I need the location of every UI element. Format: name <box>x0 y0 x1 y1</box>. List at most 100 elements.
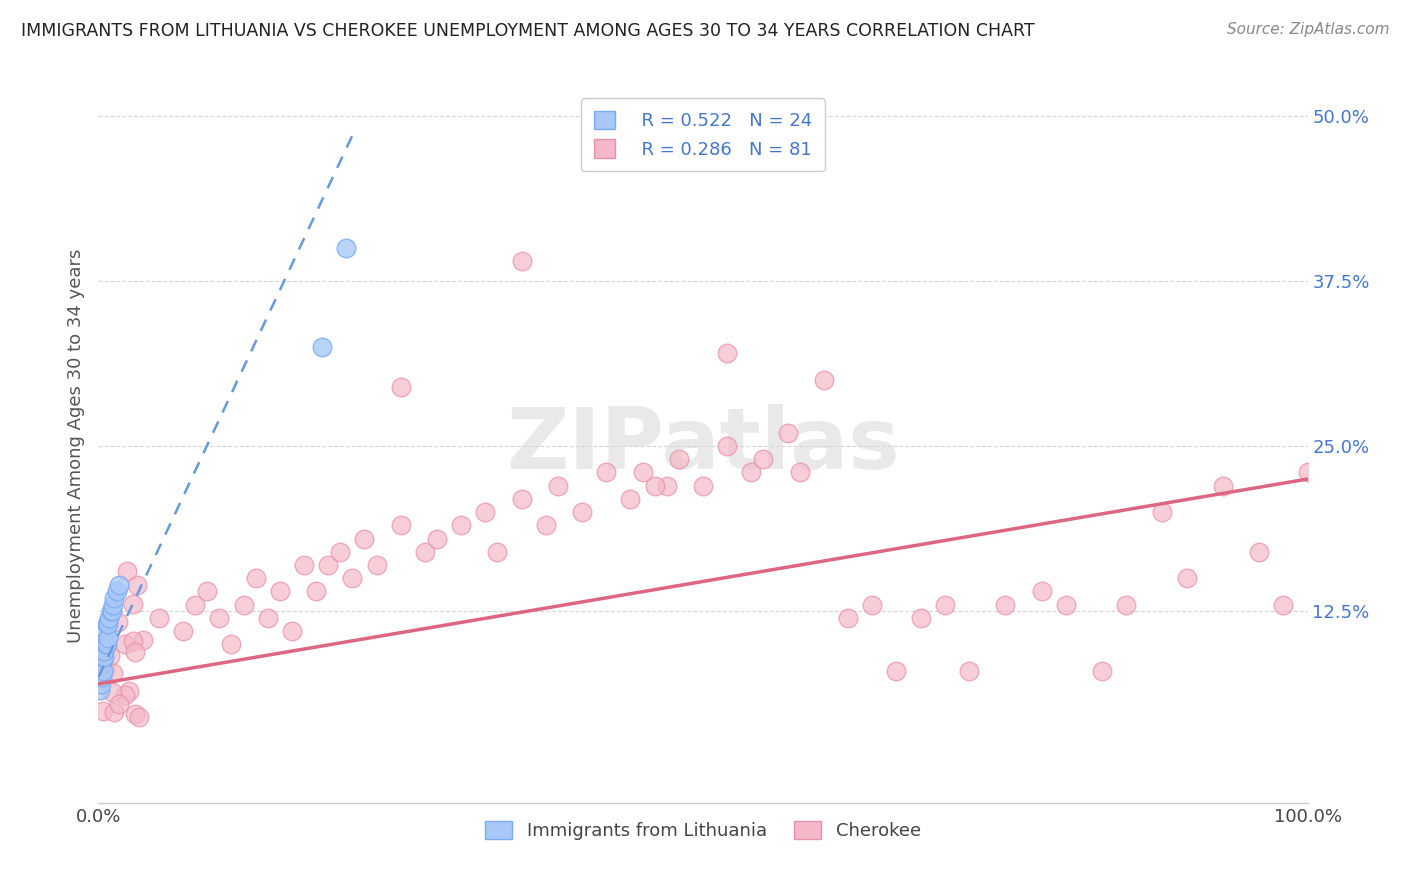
Point <box>994 598 1017 612</box>
Point <box>91 704 114 718</box>
Point <box>1115 598 1137 612</box>
Text: IMMIGRANTS FROM LITHUANIA VS CHEROKEE UNEMPLOYMENT AMONG AGES 30 TO 34 YEARS COR: IMMIGRANTS FROM LITHUANIA VS CHEROKEE UN… <box>21 22 1035 40</box>
Point <box>342 571 364 585</box>
Point <box>172 624 194 638</box>
Point <box>655 478 678 492</box>
Point <box>1296 466 1319 480</box>
Point <box>101 665 124 680</box>
Point <box>837 611 859 625</box>
Point <box>148 611 170 625</box>
Point <box>1031 584 1053 599</box>
Point <box>91 664 114 678</box>
Point <box>716 346 738 360</box>
Point <box>281 624 304 638</box>
Point <box>619 491 641 506</box>
Point <box>91 657 114 671</box>
Point <box>292 558 315 572</box>
Point <box>128 710 150 724</box>
Point <box>100 604 122 618</box>
Point <box>486 545 509 559</box>
Point <box>125 577 148 591</box>
Point <box>114 637 136 651</box>
Point <box>91 670 114 684</box>
Point <box>132 632 155 647</box>
Point <box>93 644 115 658</box>
Point <box>311 340 333 354</box>
Point <box>1272 598 1295 612</box>
Point <box>97 631 120 645</box>
Point <box>108 697 131 711</box>
Text: ZIPatlas: ZIPatlas <box>506 404 900 488</box>
Point <box>103 591 125 605</box>
Point <box>957 664 980 678</box>
Point <box>103 705 125 719</box>
Point <box>115 564 138 578</box>
Point <box>232 598 254 612</box>
Point <box>389 379 412 393</box>
Point <box>98 649 121 664</box>
Point <box>1249 545 1271 559</box>
Point <box>1175 571 1198 585</box>
Point <box>122 634 145 648</box>
Point <box>547 478 569 492</box>
Point <box>195 584 218 599</box>
Point <box>1152 505 1174 519</box>
Y-axis label: Unemployment Among Ages 30 to 34 years: Unemployment Among Ages 30 to 34 years <box>66 249 84 643</box>
Point <box>316 558 339 572</box>
Point <box>124 645 146 659</box>
Point <box>107 615 129 630</box>
Point <box>631 466 654 480</box>
Point <box>105 584 128 599</box>
Point <box>450 518 472 533</box>
Point <box>692 478 714 492</box>
Point <box>1212 478 1234 492</box>
Point <box>595 466 617 480</box>
Point <box>474 505 496 519</box>
Point <box>90 651 112 665</box>
Point <box>118 684 141 698</box>
Point <box>256 611 278 625</box>
Point <box>413 545 436 559</box>
Point <box>98 611 121 625</box>
Point <box>221 637 243 651</box>
Point <box>389 518 412 533</box>
Legend: Immigrants from Lithuania, Cherokee: Immigrants from Lithuania, Cherokee <box>478 814 928 847</box>
Point <box>91 650 114 665</box>
Point <box>96 637 118 651</box>
Text: Source: ZipAtlas.com: Source: ZipAtlas.com <box>1226 22 1389 37</box>
Point <box>108 578 131 592</box>
Point <box>94 624 117 638</box>
Point <box>752 452 775 467</box>
Point <box>716 439 738 453</box>
Point <box>114 689 136 703</box>
Point <box>644 478 666 492</box>
Point <box>366 558 388 572</box>
Point <box>101 685 124 699</box>
Point <box>90 637 112 651</box>
Point <box>335 241 357 255</box>
Point <box>90 677 112 691</box>
Point <box>353 532 375 546</box>
Point <box>813 373 835 387</box>
Point <box>740 466 762 480</box>
Point <box>776 425 799 440</box>
Point <box>269 584 291 599</box>
Point <box>101 598 124 612</box>
Point <box>668 452 690 467</box>
Point <box>1054 598 1077 612</box>
Point <box>934 598 956 612</box>
Point <box>510 491 533 506</box>
Point <box>426 532 449 546</box>
Point <box>184 598 207 612</box>
Point <box>94 637 117 651</box>
Point <box>886 664 908 678</box>
Point <box>534 518 557 533</box>
Point <box>1091 664 1114 678</box>
Point <box>97 617 120 632</box>
Point <box>305 584 328 599</box>
Point <box>510 254 533 268</box>
Point <box>121 597 143 611</box>
Point <box>208 611 231 625</box>
Point <box>93 650 115 665</box>
Point <box>910 611 932 625</box>
